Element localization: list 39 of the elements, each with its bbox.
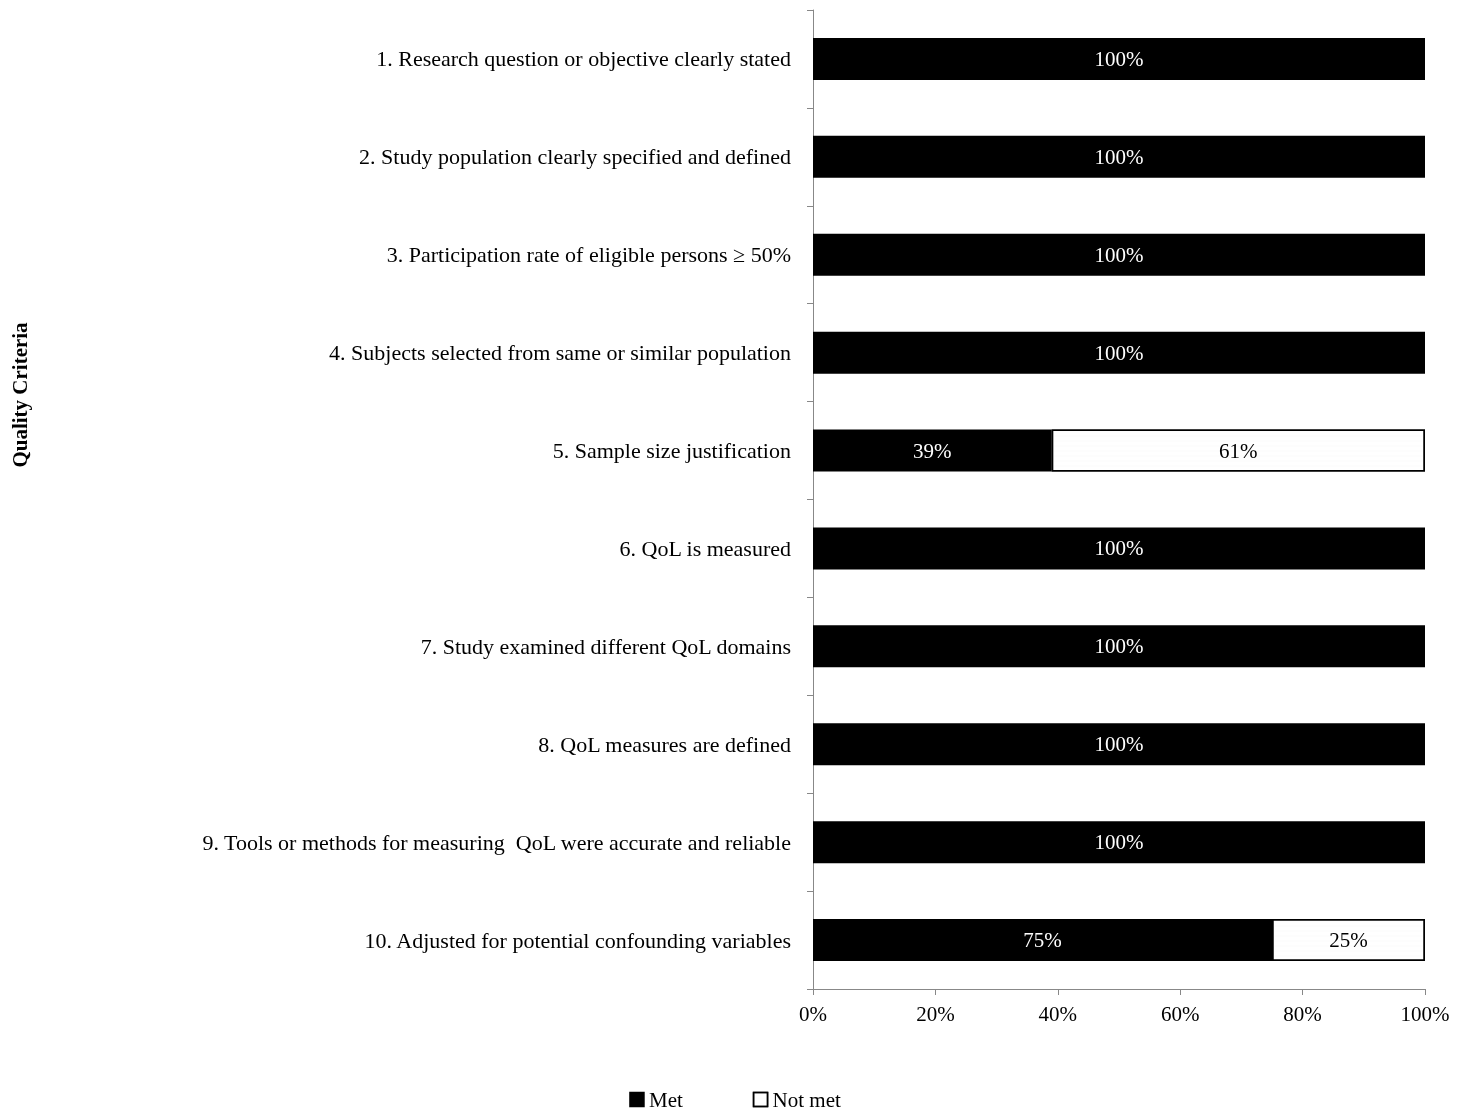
data-label: 39%: [913, 438, 952, 463]
data-label: 100%: [1094, 242, 1144, 267]
y-tick-label: 8. QoL measures are defined: [538, 731, 791, 757]
y-tick-label: 7. Study examined different QoL domains: [420, 633, 791, 659]
y-tick-label: 10. Adjusted for potential confounding variables: [364, 927, 791, 953]
x-tick-label: 100%: [1400, 1001, 1450, 1026]
legend-label: Not met: [772, 1087, 841, 1112]
data-label: 100%: [1094, 46, 1144, 71]
data-label: 100%: [1094, 830, 1144, 855]
bar: [813, 625, 1425, 668]
x-tick-label: 80%: [1283, 1001, 1322, 1026]
y-tick-label: 9. Tools or methods for measuring QoL were accurate and reliable: [202, 829, 791, 855]
bar: [813, 37, 1425, 80]
bar: [813, 527, 1425, 570]
bar: [813, 821, 1425, 864]
data-label: 75%: [1023, 928, 1062, 953]
x-tick-label: 40%: [1038, 1001, 1078, 1026]
y-tick-label: 5. Sample size justification: [552, 438, 791, 464]
x-tick-label: 60%: [1160, 1001, 1200, 1026]
y-tick-label: 3. Participation rate of eligible persons ≥ 50%: [386, 242, 791, 268]
bar: [813, 331, 1425, 374]
x-tick-label: 20%: [916, 1001, 955, 1026]
y-tick-label: 4. Subjects selected from same or similar population: [329, 340, 791, 366]
y-tick-label: 6. QoL is measured: [619, 535, 791, 561]
legend-label: Met: [648, 1087, 683, 1112]
y-tick-label: 2. Study population clearly specified and defined: [359, 144, 791, 170]
data-label: 100%: [1094, 536, 1144, 561]
bar: [813, 135, 1425, 178]
data-label: 100%: [1094, 634, 1144, 659]
data-label: 100%: [1094, 732, 1144, 757]
data-label: 100%: [1094, 340, 1144, 365]
data-label: 61%: [1219, 438, 1258, 463]
data-label: 100%: [1094, 144, 1144, 169]
text: Quality Criteria: [8, 321, 32, 468]
data-label: 25%: [1329, 928, 1368, 953]
bar: [813, 233, 1425, 276]
bar: [813, 723, 1425, 766]
x-tick-label: 0%: [799, 1001, 827, 1026]
y-tick-label: 1. Research question or objective clearly stated: [376, 46, 791, 72]
